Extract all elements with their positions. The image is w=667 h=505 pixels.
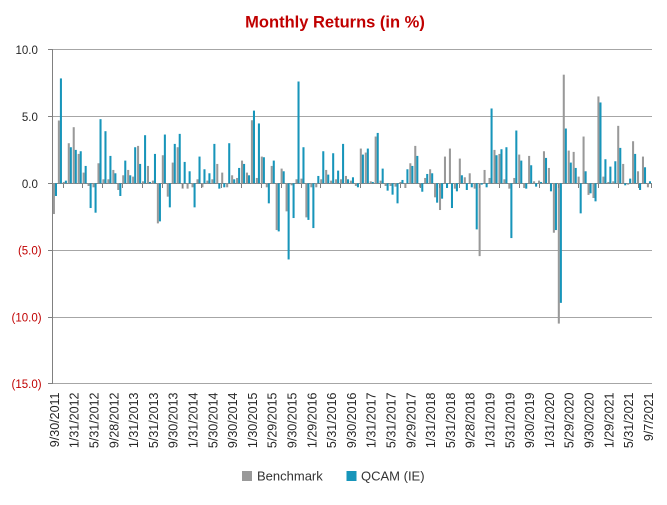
svg-text:Monthly Returns (in %): Monthly Returns (in %) bbox=[245, 14, 425, 32]
svg-text:1/31/2019: 1/31/2019 bbox=[483, 392, 497, 448]
svg-text:5/29/2020: 5/29/2020 bbox=[563, 392, 577, 448]
svg-text:1/31/2014: 1/31/2014 bbox=[186, 392, 200, 448]
svg-text:9/28/2018: 9/28/2018 bbox=[464, 392, 478, 448]
svg-text:9/30/2014: 9/30/2014 bbox=[226, 392, 240, 448]
svg-text:5/30/2014: 5/30/2014 bbox=[206, 392, 220, 448]
svg-text:1/29/2021: 1/29/2021 bbox=[602, 392, 616, 448]
svg-text:(10.0): (10.0) bbox=[12, 312, 42, 324]
svg-text:1/29/2016: 1/29/2016 bbox=[305, 392, 319, 448]
svg-text:(15.0): (15.0) bbox=[12, 379, 42, 391]
svg-text:1/31/2020: 1/31/2020 bbox=[543, 392, 557, 448]
svg-text:1/31/2013: 1/31/2013 bbox=[127, 392, 141, 448]
svg-text:9/30/2013: 9/30/2013 bbox=[167, 392, 181, 448]
svg-text:9/30/2015: 9/30/2015 bbox=[285, 392, 299, 448]
svg-text:9/28/2012: 9/28/2012 bbox=[107, 392, 121, 448]
svg-text:5/31/2019: 5/31/2019 bbox=[503, 392, 517, 448]
svg-text:5/31/2016: 5/31/2016 bbox=[325, 392, 339, 448]
svg-text:9/30/2019: 9/30/2019 bbox=[523, 392, 537, 448]
svg-text:0.0: 0.0 bbox=[22, 179, 38, 191]
svg-text:5/31/2017: 5/31/2017 bbox=[384, 392, 398, 448]
svg-text:5/31/2021: 5/31/2021 bbox=[622, 392, 636, 448]
svg-text:Benchmark: Benchmark bbox=[257, 469, 323, 484]
svg-text:1/31/2012: 1/31/2012 bbox=[68, 392, 82, 448]
svg-text:9/30/2020: 9/30/2020 bbox=[582, 392, 596, 448]
svg-text:9/30/2016: 9/30/2016 bbox=[345, 392, 359, 448]
svg-text:5/29/2015: 5/29/2015 bbox=[266, 392, 280, 448]
svg-text:(5.0): (5.0) bbox=[18, 246, 42, 258]
svg-text:1/30/2015: 1/30/2015 bbox=[246, 392, 260, 448]
svg-text:5/31/2013: 5/31/2013 bbox=[147, 392, 161, 448]
svg-text:QCAM (IE): QCAM (IE) bbox=[361, 469, 425, 484]
svg-text:10.0: 10.0 bbox=[16, 45, 38, 57]
svg-text:9/29/2017: 9/29/2017 bbox=[404, 392, 418, 448]
svg-text:1/31/2018: 1/31/2018 bbox=[424, 392, 438, 448]
svg-text:5/31/2018: 5/31/2018 bbox=[444, 392, 458, 448]
svg-text:9/7/2021: 9/7/2021 bbox=[642, 392, 656, 441]
svg-text:9/30/2011: 9/30/2011 bbox=[48, 392, 62, 447]
svg-text:1/31/2017: 1/31/2017 bbox=[365, 392, 379, 448]
svg-text:5.0: 5.0 bbox=[22, 112, 38, 124]
svg-text:5/31/2012: 5/31/2012 bbox=[87, 392, 101, 448]
